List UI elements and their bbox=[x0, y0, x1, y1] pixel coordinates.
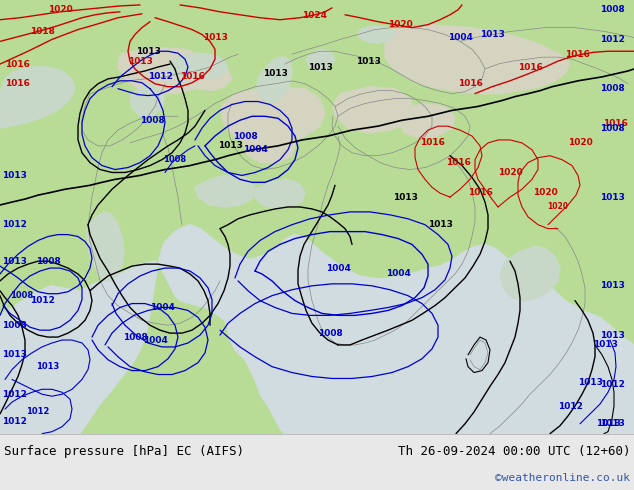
Text: 1020: 1020 bbox=[48, 5, 72, 14]
Text: 1013: 1013 bbox=[600, 193, 625, 201]
Text: 1016: 1016 bbox=[5, 79, 30, 88]
Text: 1012: 1012 bbox=[2, 220, 27, 229]
Text: 1020: 1020 bbox=[387, 20, 412, 29]
Text: 1008: 1008 bbox=[2, 321, 27, 330]
Text: 1012: 1012 bbox=[2, 417, 27, 426]
Text: 1004: 1004 bbox=[385, 270, 410, 278]
Text: 1016: 1016 bbox=[467, 188, 493, 196]
Text: 1020: 1020 bbox=[567, 138, 592, 147]
Text: 1008: 1008 bbox=[36, 257, 60, 266]
Text: 1004: 1004 bbox=[143, 336, 167, 344]
Text: 1004: 1004 bbox=[243, 146, 268, 154]
Text: 1012: 1012 bbox=[27, 408, 49, 416]
Text: 1004: 1004 bbox=[150, 303, 174, 312]
Text: 1013: 1013 bbox=[600, 281, 625, 290]
Text: 1008: 1008 bbox=[233, 131, 257, 141]
Polygon shape bbox=[130, 84, 165, 116]
Polygon shape bbox=[333, 87, 415, 133]
Text: 1016: 1016 bbox=[517, 63, 543, 72]
Text: 1020: 1020 bbox=[533, 188, 557, 196]
Polygon shape bbox=[192, 67, 232, 91]
Text: 1012: 1012 bbox=[600, 35, 625, 44]
Polygon shape bbox=[87, 212, 124, 281]
Polygon shape bbox=[0, 67, 75, 128]
Text: 1013: 1013 bbox=[600, 419, 625, 428]
Text: 1016: 1016 bbox=[602, 119, 628, 128]
Text: ©weatheronline.co.uk: ©weatheronline.co.uk bbox=[495, 473, 630, 483]
Text: 1013: 1013 bbox=[36, 362, 60, 371]
Text: 1013: 1013 bbox=[307, 63, 332, 72]
Text: Th 26-09-2024 00:00 UTC (12+60): Th 26-09-2024 00:00 UTC (12+60) bbox=[398, 445, 630, 458]
Text: 1012: 1012 bbox=[148, 73, 172, 81]
Text: 1004: 1004 bbox=[326, 264, 351, 272]
Polygon shape bbox=[358, 25, 395, 44]
Text: 1013: 1013 bbox=[202, 33, 228, 42]
Text: 1013: 1013 bbox=[136, 47, 160, 56]
Text: 1016: 1016 bbox=[458, 79, 482, 88]
Polygon shape bbox=[255, 179, 305, 209]
Text: 1012: 1012 bbox=[600, 380, 625, 389]
Text: 1012: 1012 bbox=[30, 296, 55, 305]
Text: 1013: 1013 bbox=[427, 220, 453, 229]
Polygon shape bbox=[398, 103, 455, 138]
Text: 1004: 1004 bbox=[448, 33, 472, 42]
Text: 1016: 1016 bbox=[179, 73, 204, 81]
Text: 1008: 1008 bbox=[318, 329, 342, 338]
Text: 1016: 1016 bbox=[5, 60, 30, 69]
Text: 1008: 1008 bbox=[600, 123, 625, 133]
Polygon shape bbox=[306, 49, 335, 71]
Polygon shape bbox=[500, 246, 560, 300]
Polygon shape bbox=[118, 48, 215, 94]
Text: Surface pressure [hPa] EC (AIFS): Surface pressure [hPa] EC (AIFS) bbox=[4, 445, 244, 458]
Text: 1016: 1016 bbox=[446, 158, 470, 167]
Text: 1013: 1013 bbox=[578, 378, 602, 387]
Text: 1013: 1013 bbox=[593, 341, 618, 349]
Text: 1008: 1008 bbox=[600, 84, 625, 93]
Text: 1024: 1024 bbox=[302, 11, 328, 20]
Text: 1008: 1008 bbox=[164, 155, 186, 164]
Text: 1013: 1013 bbox=[600, 331, 625, 340]
Text: 1013: 1013 bbox=[595, 419, 621, 428]
Polygon shape bbox=[0, 225, 634, 434]
Text: 1013: 1013 bbox=[2, 350, 27, 359]
Text: 1013: 1013 bbox=[356, 57, 380, 66]
Text: 1008: 1008 bbox=[139, 116, 164, 125]
Text: 1008: 1008 bbox=[10, 291, 34, 300]
Text: 1012: 1012 bbox=[2, 390, 27, 399]
Text: 1020: 1020 bbox=[548, 202, 569, 212]
Text: 1013: 1013 bbox=[2, 171, 27, 180]
Text: 1013: 1013 bbox=[127, 57, 152, 66]
Polygon shape bbox=[168, 53, 228, 81]
Text: 1013: 1013 bbox=[262, 70, 287, 78]
Text: 1013: 1013 bbox=[479, 30, 505, 39]
Text: 1008: 1008 bbox=[600, 5, 625, 14]
Polygon shape bbox=[222, 87, 325, 146]
Text: 1012: 1012 bbox=[557, 401, 583, 411]
Text: 1013: 1013 bbox=[217, 141, 242, 150]
Polygon shape bbox=[244, 130, 295, 163]
Polygon shape bbox=[257, 57, 292, 103]
Polygon shape bbox=[195, 175, 255, 207]
Text: 1020: 1020 bbox=[498, 168, 522, 177]
Text: 1013: 1013 bbox=[2, 257, 27, 266]
Polygon shape bbox=[385, 24, 570, 94]
Text: 1013: 1013 bbox=[392, 193, 417, 201]
Text: 1016: 1016 bbox=[420, 138, 444, 147]
Text: 1016: 1016 bbox=[565, 49, 590, 59]
Text: 1018: 1018 bbox=[30, 27, 55, 36]
Text: 1008: 1008 bbox=[122, 333, 147, 342]
